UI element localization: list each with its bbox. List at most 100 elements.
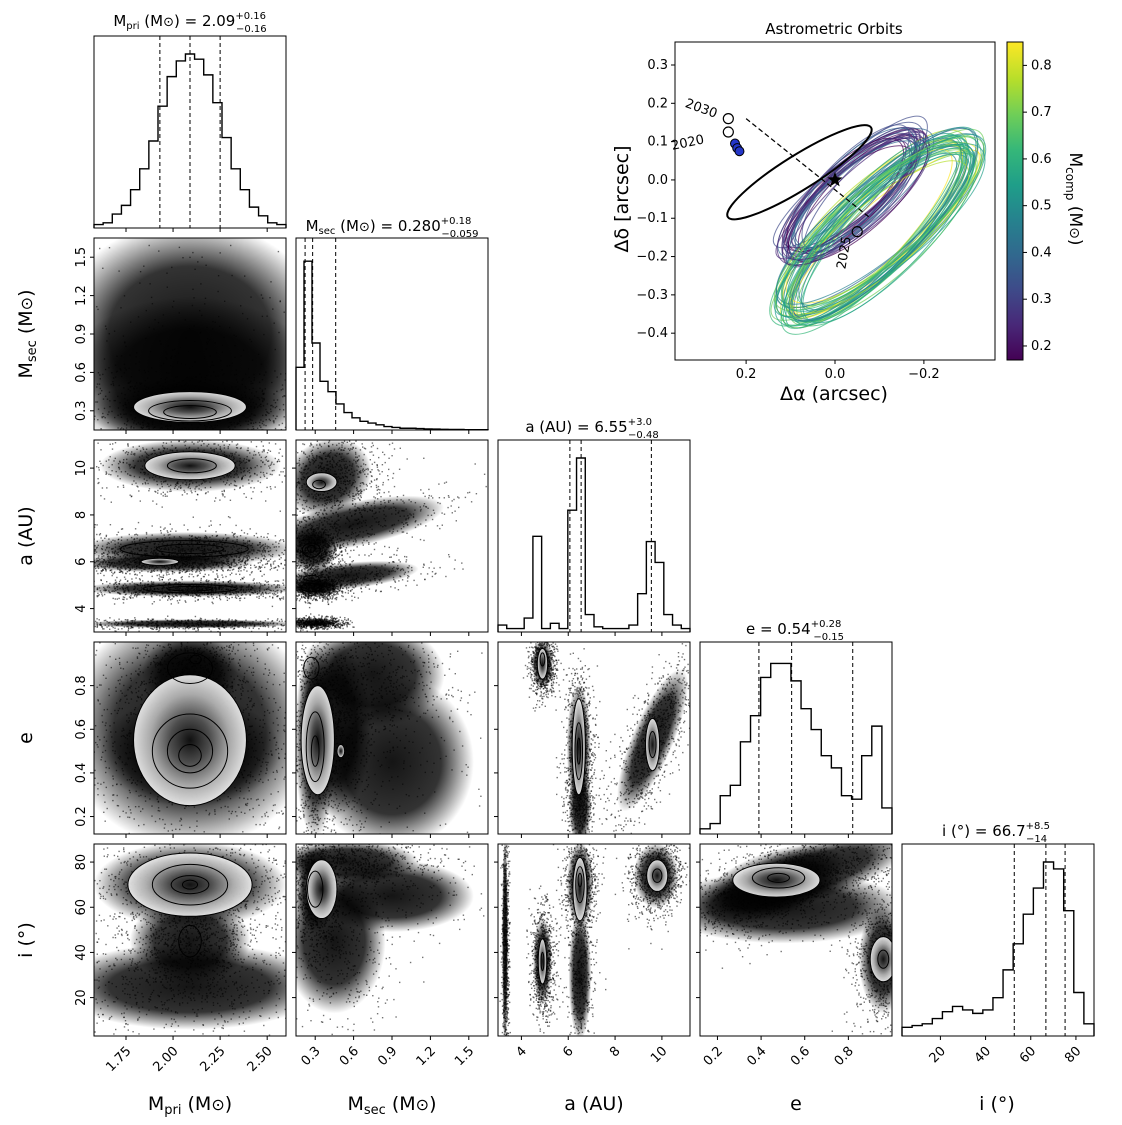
sample-point: [270, 488, 272, 490]
sample-point: [309, 434, 310, 435]
sample-point: [78, 437, 79, 438]
sample-point: [79, 588, 80, 589]
sample-point: [114, 550, 116, 552]
sample-point: [69, 413, 70, 414]
sample-point: [45, 359, 46, 360]
orbit-ylabel: Δδ [arcsec]: [611, 145, 633, 252]
sample-point: [122, 486, 125, 488]
sample-point: [256, 596, 258, 598]
sample-point: [269, 450, 272, 452]
sample-point: [233, 488, 236, 491]
sample-point: [114, 579, 117, 581]
sample-point: [161, 552, 163, 554]
sample-point: [60, 377, 61, 378]
sample-point: [230, 436, 231, 437]
sample-point: [114, 442, 117, 444]
sample-point: [97, 595, 99, 597]
sample-point: [293, 556, 294, 557]
sample-point: [142, 580, 144, 582]
sample-point: [239, 597, 242, 599]
sample-point: [259, 561, 261, 564]
sample-point: [240, 570, 242, 572]
sample-point: [87, 567, 88, 568]
sample-point: [227, 516, 230, 518]
sample-point: [57, 591, 58, 592]
sample-point: [267, 533, 269, 535]
sample-point: [199, 572, 201, 574]
sample-point: [46, 556, 47, 557]
sample-point: [184, 491, 186, 493]
sample-point: [291, 447, 292, 448]
sample-point: [118, 580, 121, 583]
sample-point: [98, 534, 101, 536]
sample-point: [81, 450, 82, 451]
sample-point: [167, 571, 169, 573]
sample-point: [59, 572, 60, 573]
sample-point: [282, 553, 285, 555]
sample-point: [147, 432, 148, 433]
sample-point: [51, 547, 52, 548]
sample-point: [255, 566, 258, 568]
sample-point: [174, 579, 176, 581]
sample-point: [92, 441, 93, 442]
sample-point: [72, 534, 73, 535]
sample-point: [44, 588, 45, 589]
sample-point: [82, 234, 83, 235]
sample-point: [98, 466, 100, 469]
sample-point: [276, 438, 277, 439]
sample-point: [209, 430, 210, 431]
sample-point: [139, 579, 141, 581]
title-a: a (AU) = 6.55+3.0 −0.48: [525, 417, 658, 441]
sample-point: [270, 564, 272, 566]
sample-point: [307, 312, 308, 313]
sample-point: [61, 567, 62, 568]
sample-point: [253, 487, 255, 489]
sample-point: [126, 571, 129, 573]
sample-point: [339, 392, 340, 393]
sample-point: [215, 497, 217, 499]
sample-point: [169, 433, 170, 434]
sample-point: [68, 281, 69, 282]
sample-point: [71, 342, 72, 343]
sample-point: [328, 319, 329, 320]
sample-point: [200, 579, 202, 581]
sample-point: [82, 537, 83, 538]
sample-point: [65, 557, 66, 558]
sample-point: [261, 438, 262, 439]
sample-point: [230, 552, 232, 555]
sample-point: [125, 572, 127, 574]
sample-point: [127, 444, 129, 446]
sample-point: [45, 571, 46, 572]
sample-point: [92, 433, 93, 434]
sample-point: [227, 551, 229, 553]
sample-point: [157, 492, 159, 494]
sample-point: [59, 557, 60, 558]
sample-point: [87, 270, 88, 271]
sample-point: [24, 567, 25, 568]
sample-point: [56, 441, 57, 442]
sample-point: [253, 535, 255, 537]
sample-point: [130, 595, 132, 597]
sample-point: [69, 596, 70, 597]
sample-point: [294, 368, 295, 369]
sample-point: [108, 435, 109, 436]
sample-point: [309, 374, 310, 375]
sample-point: [294, 490, 295, 491]
sample-point: [294, 414, 295, 415]
sample-point: [47, 407, 48, 408]
sample-point: [278, 452, 280, 454]
sample-point: [63, 373, 64, 374]
sample-point: [55, 461, 56, 462]
sample-point: [245, 431, 246, 432]
sample-point: [220, 552, 222, 554]
sample-point: [280, 562, 282, 565]
sample-point: [92, 532, 93, 533]
sample-point: [289, 373, 290, 374]
sample-point: [212, 571, 214, 573]
sample-point: [276, 595, 279, 598]
sample-point: [288, 391, 289, 392]
sample-point: [79, 594, 80, 595]
sample-point: [84, 584, 85, 585]
sample-point: [217, 576, 219, 578]
sample-point: [89, 391, 90, 392]
